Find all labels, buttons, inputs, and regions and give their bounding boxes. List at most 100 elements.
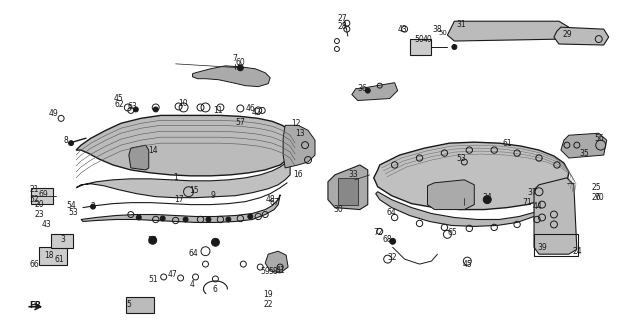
Text: 54: 54 xyxy=(66,201,76,210)
Text: 48: 48 xyxy=(265,195,275,204)
Text: 1: 1 xyxy=(173,173,178,182)
Text: 20: 20 xyxy=(35,200,44,209)
Polygon shape xyxy=(561,133,607,158)
Text: 52: 52 xyxy=(30,195,39,204)
Text: 24: 24 xyxy=(572,247,582,256)
Bar xyxy=(39,247,67,265)
Text: 40: 40 xyxy=(423,35,432,44)
Text: FR: FR xyxy=(29,301,42,310)
Circle shape xyxy=(483,196,491,204)
Polygon shape xyxy=(328,165,368,210)
Circle shape xyxy=(452,44,457,50)
Text: 47: 47 xyxy=(168,270,177,279)
Circle shape xyxy=(211,238,220,246)
Text: 53: 53 xyxy=(68,208,78,217)
Circle shape xyxy=(226,217,231,222)
Text: 66: 66 xyxy=(30,260,39,268)
Text: 67: 67 xyxy=(269,198,279,207)
Circle shape xyxy=(91,204,96,209)
Text: 43: 43 xyxy=(42,220,51,229)
Text: 62: 62 xyxy=(114,100,124,109)
Text: 37: 37 xyxy=(527,188,537,197)
Text: 23: 23 xyxy=(35,210,44,219)
Circle shape xyxy=(69,141,74,146)
Text: 64: 64 xyxy=(387,208,396,217)
Text: 64: 64 xyxy=(189,249,198,258)
Text: 29: 29 xyxy=(562,30,572,39)
Text: 65: 65 xyxy=(447,228,457,237)
Text: 55: 55 xyxy=(148,236,158,245)
Circle shape xyxy=(183,217,188,222)
Bar xyxy=(534,234,578,256)
Text: 7: 7 xyxy=(232,54,237,63)
Bar xyxy=(51,234,73,248)
Text: 50: 50 xyxy=(438,30,447,36)
Text: 63: 63 xyxy=(128,102,138,111)
Text: 68: 68 xyxy=(383,235,392,244)
Text: 71: 71 xyxy=(522,198,532,207)
Text: 9: 9 xyxy=(210,191,215,200)
Polygon shape xyxy=(352,83,398,100)
Text: 11: 11 xyxy=(214,106,223,115)
Text: 17: 17 xyxy=(174,195,184,204)
Text: 39: 39 xyxy=(537,243,547,252)
Circle shape xyxy=(365,88,370,93)
Text: 49: 49 xyxy=(48,109,58,118)
Text: 27: 27 xyxy=(337,14,347,23)
Text: 13: 13 xyxy=(295,129,305,138)
Text: 50: 50 xyxy=(415,35,425,44)
Text: 33: 33 xyxy=(348,170,358,180)
Text: 26: 26 xyxy=(592,193,601,202)
Text: 53: 53 xyxy=(457,154,466,163)
Text: 10: 10 xyxy=(178,99,187,108)
Circle shape xyxy=(136,215,142,220)
Circle shape xyxy=(390,238,396,244)
Circle shape xyxy=(206,217,211,222)
Text: 12: 12 xyxy=(291,119,301,128)
Text: 56: 56 xyxy=(594,134,604,143)
Text: 58: 58 xyxy=(269,267,278,276)
Text: 34: 34 xyxy=(482,193,492,202)
Text: 4: 4 xyxy=(190,280,195,289)
Text: 6: 6 xyxy=(212,285,217,294)
Polygon shape xyxy=(76,116,295,176)
Circle shape xyxy=(160,216,165,221)
Polygon shape xyxy=(192,66,270,87)
Text: 28: 28 xyxy=(337,22,347,31)
Text: 32: 32 xyxy=(388,253,398,262)
Text: 25: 25 xyxy=(592,183,601,192)
Text: 22: 22 xyxy=(264,300,273,309)
Text: 61: 61 xyxy=(54,255,64,264)
Text: 43: 43 xyxy=(398,25,408,34)
Text: 2: 2 xyxy=(91,202,96,211)
Text: 46: 46 xyxy=(245,104,255,113)
Text: 31: 31 xyxy=(457,20,466,29)
Text: 44: 44 xyxy=(532,202,542,211)
Text: 41: 41 xyxy=(276,266,285,275)
Polygon shape xyxy=(129,145,148,170)
Text: 59: 59 xyxy=(260,267,270,276)
Text: 36: 36 xyxy=(357,84,367,93)
Polygon shape xyxy=(374,142,569,210)
Text: 60: 60 xyxy=(235,58,245,67)
Polygon shape xyxy=(534,178,577,254)
Text: 5: 5 xyxy=(126,300,131,309)
Text: 69: 69 xyxy=(38,190,48,199)
Text: 42: 42 xyxy=(252,108,261,117)
Polygon shape xyxy=(338,178,358,204)
Text: 8: 8 xyxy=(64,136,69,145)
Text: 45: 45 xyxy=(462,260,472,268)
Bar xyxy=(31,188,53,204)
Text: 57: 57 xyxy=(235,118,245,127)
Text: 51: 51 xyxy=(148,276,157,284)
Circle shape xyxy=(237,65,243,71)
Text: 72: 72 xyxy=(373,228,382,237)
Polygon shape xyxy=(283,125,315,168)
Text: 30: 30 xyxy=(333,205,343,214)
Text: 45: 45 xyxy=(114,94,124,103)
Polygon shape xyxy=(447,21,569,41)
Circle shape xyxy=(153,107,158,112)
Circle shape xyxy=(248,214,253,219)
Text: 18: 18 xyxy=(45,251,54,260)
Polygon shape xyxy=(554,27,609,45)
